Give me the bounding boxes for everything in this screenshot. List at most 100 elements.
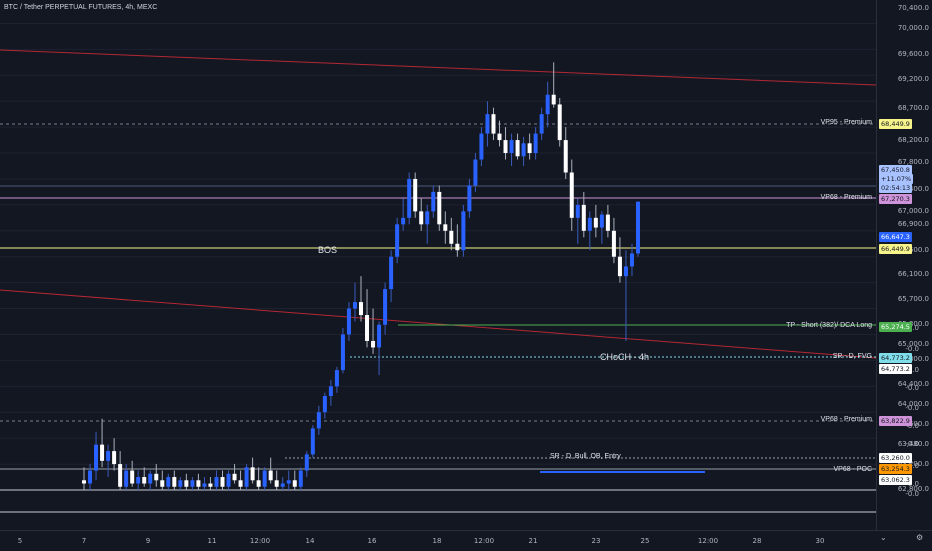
candle-body[interactable] [503,140,508,154]
candle-body[interactable] [359,302,363,316]
candle-body[interactable] [160,480,165,487]
candle-body[interactable] [563,140,568,173]
candle-body[interactable] [365,315,370,341]
candle-body[interactable] [449,230,454,244]
candle-body[interactable] [172,477,177,487]
candle-body[interactable] [316,412,321,429]
candle-body[interactable] [298,470,303,487]
candle-body[interactable] [539,114,544,134]
candle-body[interactable] [383,289,388,325]
time-axis[interactable]: 5 7 9 11 12:00 14 16 18 12:00 21 23 25 12:00 28 30 [0,530,932,551]
candle-body[interactable] [118,464,123,487]
candle-body[interactable] [491,114,496,134]
candle-body[interactable] [545,94,550,115]
candle-body[interactable] [581,204,586,231]
candle-body[interactable] [88,470,93,484]
candle-body[interactable] [425,211,430,225]
candle-body[interactable] [509,140,514,154]
candle-body[interactable] [310,428,315,455]
candle-body[interactable] [569,172,574,218]
candle-body[interactable] [455,243,460,251]
candle-body[interactable] [340,334,345,371]
candle-body[interactable] [232,473,237,481]
candle-body[interactable] [473,159,478,186]
candle-body[interactable] [599,214,604,228]
candle-body[interactable] [636,201,640,254]
candle-body[interactable] [250,467,255,481]
gear-icon[interactable]: ⚙ [916,533,924,542]
candle-body[interactable] [334,370,339,387]
candle-body[interactable] [244,467,249,487]
price-axis[interactable]: 70,400.0 70,000.0 69,600.0 69,200.0 68,700.0… [876,0,932,530]
candle-body[interactable] [304,454,309,471]
candle-body[interactable] [497,133,502,141]
candle-body[interactable] [377,324,382,348]
candle-body[interactable] [130,470,135,484]
candle-body[interactable] [214,477,219,487]
candle-body[interactable] [401,217,406,225]
candle-body[interactable] [629,253,634,267]
time-label: 12:00 [697,537,719,545]
chart-plot-area[interactable]: BTC / Tether PERPETUAL FUTURES, 4h, MEXC… [0,0,877,530]
candle-body[interactable] [112,451,117,465]
candle-body[interactable] [623,266,628,277]
candle-body[interactable] [124,470,129,487]
candle-body[interactable] [479,133,484,160]
candle-body[interactable] [407,178,412,218]
candle-body[interactable] [190,480,195,487]
candle-body[interactable] [106,451,111,461]
candle-body[interactable] [437,191,442,225]
candle-body[interactable] [148,473,153,484]
candlestick-chart[interactable] [0,0,877,530]
candle-body[interactable] [142,477,147,484]
candle-body[interactable] [419,211,424,225]
candle-body[interactable] [238,480,243,487]
candle-body[interactable] [202,483,207,487]
candle-body[interactable] [322,396,327,413]
candle-body[interactable] [533,133,538,154]
candle-body[interactable] [166,477,171,487]
candle-body[interactable] [184,480,189,487]
candle-body[interactable] [226,473,231,487]
candle-body[interactable] [196,480,201,487]
candle-body[interactable] [389,256,394,290]
candle-body[interactable] [220,477,225,487]
candle-body[interactable] [587,217,592,231]
candle-body[interactable] [292,480,297,487]
candle-body[interactable] [154,473,159,481]
candle-body[interactable] [461,211,466,251]
candle-body[interactable] [328,386,333,397]
candle-body[interactable] [395,224,400,257]
candle-body[interactable] [611,230,616,257]
candle-body[interactable] [256,480,261,487]
candle-body[interactable] [485,114,490,134]
candle-body[interactable] [280,483,285,487]
chevron-down-icon[interactable]: ⌄ [880,533,887,542]
candle-body[interactable] [136,477,141,484]
candle-body[interactable] [593,217,598,228]
candle-body[interactable] [527,143,532,154]
candle-body[interactable] [551,94,556,105]
candle-body[interactable] [443,224,448,231]
candle-body[interactable] [268,470,273,481]
candle-body[interactable] [467,185,472,212]
candle-body[interactable] [346,308,351,335]
candle-body[interactable] [413,178,418,212]
candle-body[interactable] [521,143,526,157]
candle-body[interactable] [431,191,436,212]
candle-body[interactable] [274,480,279,487]
candle-body[interactable] [178,480,183,487]
candle-body[interactable] [617,256,622,277]
candle-body[interactable] [557,104,562,141]
candle-body[interactable] [605,214,610,231]
candle-body[interactable] [94,444,99,471]
candle-body[interactable] [286,480,291,484]
candle-body[interactable] [82,480,86,484]
candle-body[interactable] [575,204,580,218]
candle-body[interactable] [515,140,520,157]
candle-body[interactable] [208,483,213,487]
candle-body[interactable] [262,470,267,487]
candle-body[interactable] [352,302,357,309]
candle-body[interactable] [371,340,376,348]
candle-body[interactable] [100,444,105,461]
